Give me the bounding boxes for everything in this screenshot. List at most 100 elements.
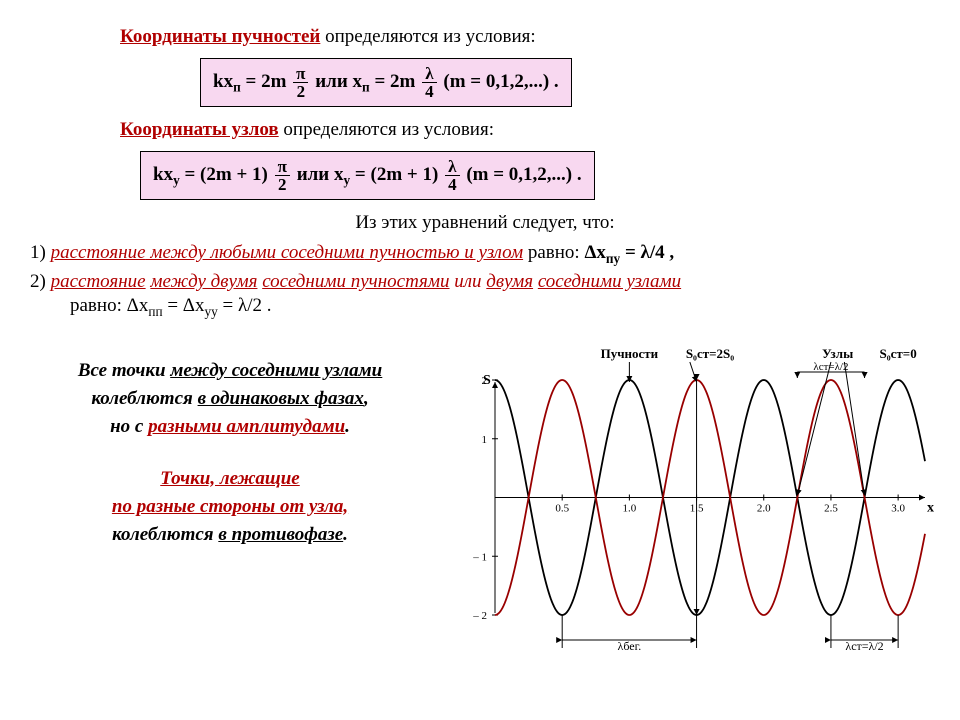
eq2-frac1-den: 2 [275, 176, 290, 193]
eq2-frac1: π2 [275, 158, 290, 193]
eq1-or: или [310, 71, 352, 92]
p1-c: между любыми соседними [146, 242, 365, 263]
heading-antinodes-title: Координаты пучностей [120, 26, 320, 47]
follows-line: Из этих уравнений следует, что: [30, 212, 940, 234]
formula-1-wrap: kxп = 2m π2 или xп = 2m λ4 (m = 0,1,2,..… [30, 54, 940, 111]
svg-text:3.0: 3.0 [891, 502, 905, 514]
lb-line3: но с разными амплитудами. [30, 416, 430, 438]
eq2-m: (m = 0,1,2,...) . [462, 164, 582, 185]
p2-d-w: соседними пучностями [257, 271, 449, 292]
svg-text:– 2: – 2 [472, 610, 487, 622]
eq1-frac1: π2 [293, 65, 308, 100]
heading-antinodes-tail: определяются из условия: [320, 26, 535, 47]
lb3-c: . [345, 416, 350, 437]
lb2-c: , [364, 388, 369, 409]
lb3-b: разными амплитудами [148, 416, 345, 437]
p1-c-wrap: между любыми соседними [146, 242, 365, 263]
lb4-a: Точки, лежащие [160, 468, 299, 489]
svg-text:1: 1 [482, 433, 488, 445]
svg-text:λст=λ/2: λст=λ/2 [813, 361, 848, 373]
lb1-a: Все точки [78, 360, 171, 381]
p1-num: 1) [30, 242, 51, 263]
svg-text:λст=λ/2: λст=λ/2 [845, 639, 883, 653]
eq2-frac2-num: λ [445, 158, 460, 176]
eq2-or: или [292, 164, 334, 185]
p1-b: расстояние [51, 242, 146, 263]
eq1-frac1-den: 2 [293, 83, 308, 100]
p1-g: = λ/4 , [620, 242, 674, 263]
p1-f-sub: пу [606, 251, 620, 266]
lb2-b: в одинаковых фазах [198, 388, 364, 409]
eq1-c: x [353, 71, 363, 92]
p2-num: 2) [30, 271, 51, 292]
lb6-a: колеблются [112, 524, 218, 545]
eq1-b: = 2m [241, 71, 291, 92]
p1-d-wrap: пучностью и узлом [365, 242, 523, 263]
eq1-frac2-num: λ [422, 65, 437, 83]
svg-text:Пучности: Пучности [601, 346, 659, 361]
point-2: 2) расстояние между двумя соседними пучн… [30, 271, 940, 293]
eq2-d: = (2m + 1) [350, 164, 443, 185]
lb6-b: в противофазе [218, 524, 343, 545]
formula-antinodes: kxп = 2m π2 или xп = 2m λ4 (m = 0,1,2,..… [200, 58, 572, 107]
formula-nodes: kxу = (2m + 1) π2 или xу = (2m + 1) λ4 (… [140, 151, 595, 200]
standing-wave-chart: Sx– 2– 1120.51.01.52.02.53.0ПучностиS₀ст… [460, 340, 940, 666]
svg-text:– 1: – 1 [472, 551, 487, 563]
svg-text:Узлы: Узлы [822, 346, 853, 361]
eq2-b: = (2m + 1) [180, 164, 273, 185]
svg-text:x: x [927, 500, 934, 515]
eq2-c: x [334, 164, 344, 185]
p2-res-c: = λ/2 . [218, 295, 272, 316]
heading-nodes-title: Координаты узлов [120, 119, 279, 140]
svg-text:2: 2 [482, 375, 488, 387]
lb-line4: Точки, лежащие [30, 468, 430, 490]
lb1-b-w: между соседними узлами [170, 360, 382, 381]
p2-c: между двумя [150, 271, 257, 292]
svg-text:2.5: 2.5 [824, 502, 838, 514]
heading-nodes: Координаты узлов определяются из условия… [30, 119, 940, 141]
lb5-a: по разные стороны от узла, [112, 496, 348, 517]
left-text-block: Все точки между соседними узлами колеблю… [30, 340, 430, 552]
p2-g-w: соседними узлами [533, 271, 681, 292]
p2-res-sub2: уу [205, 304, 218, 319]
svg-text:2.0: 2.0 [757, 502, 771, 514]
svg-text:S₀ст=2S₀: S₀ст=2S₀ [686, 346, 734, 361]
lb2-a: колеблются [91, 388, 197, 409]
lb1-b: между соседними узлами [170, 360, 382, 381]
p2-f: двумя [486, 271, 533, 292]
p2-res-b: = Δx [163, 295, 205, 316]
p2-res-a: равно: Δx [70, 295, 148, 316]
eq1-frac2-den: 4 [422, 83, 437, 100]
eq2-a: kx [153, 164, 173, 185]
p2-g: соседними узлами [538, 271, 681, 292]
p2-d: соседними пучностями [262, 271, 449, 292]
p2-res-sub1: пп [148, 304, 162, 319]
follows-text: Из этих уравнений следует, что: [355, 212, 614, 233]
lb-line1: Все точки между соседними узлами [30, 360, 430, 382]
eq1-frac1-num: π [293, 65, 308, 83]
p2-c-w: между двумя [146, 271, 258, 292]
svg-text:0.5: 0.5 [555, 502, 569, 514]
lb-line5: по разные стороны от узла, [30, 496, 430, 518]
eq2-frac2: λ4 [445, 158, 460, 193]
point-1: 1) расстояние между любыми соседними пуч… [30, 242, 940, 267]
lb-line6: колеблются в противофазе. [30, 524, 430, 546]
eq1-sub2: п [362, 80, 370, 95]
eq1-frac2: λ4 [422, 65, 437, 100]
lb3-a: но с [110, 416, 148, 437]
eq1-sub: п [233, 80, 241, 95]
eq2-sub: у [173, 173, 180, 188]
heading-antinodes: Координаты пучностей определяются из усл… [30, 26, 940, 48]
eq1-a: kx [213, 71, 233, 92]
p2-b: расстояние [51, 271, 146, 292]
p1-e: равно: [523, 242, 584, 263]
lb-line2: колеблются в одинаковых фазах, [30, 388, 430, 410]
svg-text:S₀ст=0: S₀ст=0 [880, 346, 917, 361]
point-2-result: равно: Δxпп = Δxуу = λ/2 . [30, 295, 940, 320]
p2-e: или [450, 271, 487, 292]
eq2-frac1-num: π [275, 158, 290, 176]
heading-nodes-tail: определяются из условия: [279, 119, 494, 140]
eq1-m: (m = 0,1,2,...) . [439, 71, 559, 92]
svg-text:λбег.: λбег. [618, 639, 642, 653]
svg-text:1.0: 1.0 [623, 502, 637, 514]
